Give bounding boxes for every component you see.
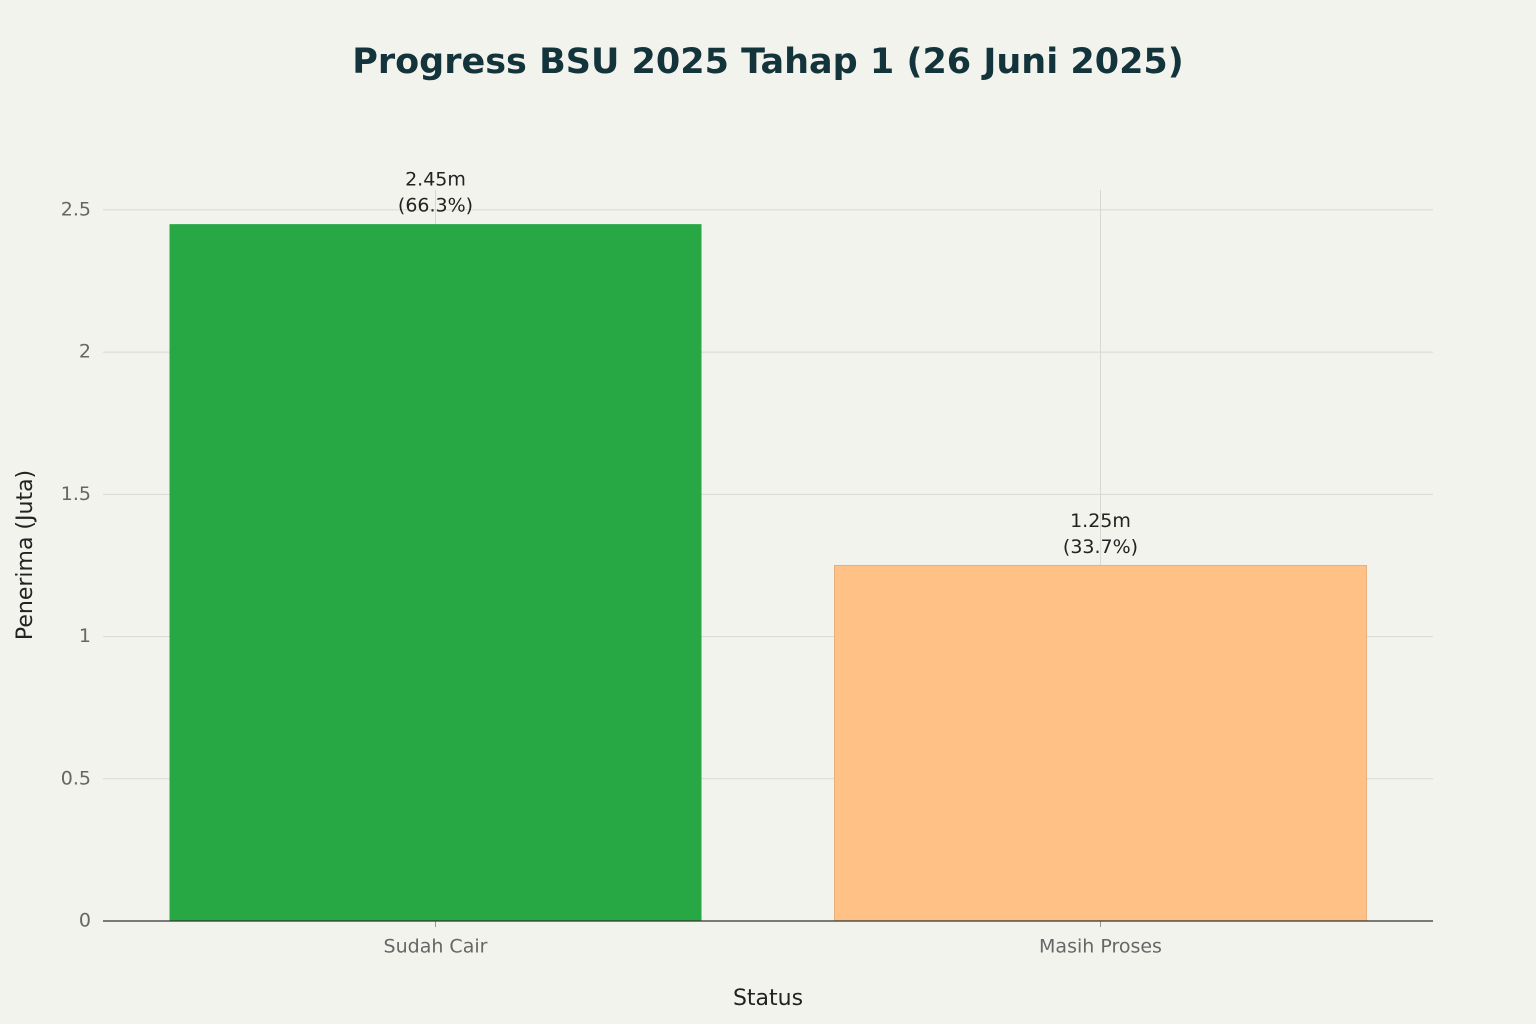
- y-tick-label: 2.5: [61, 198, 91, 220]
- x-tick-label: Sudah Cair: [384, 936, 488, 958]
- y-tick-label: 1.5: [61, 483, 91, 505]
- y-tick-label: 1: [79, 625, 91, 647]
- value-label: 2.45m: [405, 169, 466, 191]
- bar: [834, 564, 1367, 922]
- y-tick-label: 0.5: [61, 767, 91, 789]
- chart-title: Progress BSU 2025 Tahap 1 (26 Juni 2025): [352, 42, 1184, 82]
- y-axis-label: Penerima (Juta): [13, 470, 38, 640]
- share-label: (33.7%): [1063, 536, 1138, 558]
- value-label: 1.25m: [1070, 510, 1131, 532]
- share-label: (66.3%): [398, 195, 473, 217]
- x-tick-label: Masih Proses: [1039, 936, 1162, 958]
- y-tick-label: 0: [79, 910, 91, 932]
- bar: [169, 224, 702, 921]
- y-tick-label: 2: [79, 341, 91, 363]
- x-axis-label: Status: [733, 986, 803, 1011]
